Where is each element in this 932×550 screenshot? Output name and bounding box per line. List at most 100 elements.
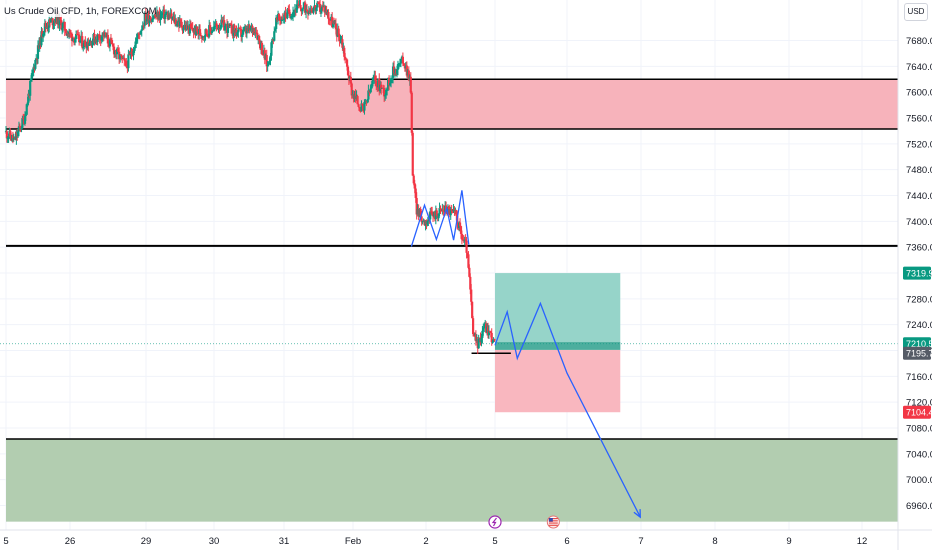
candle-body [61,23,65,29]
price-tick-label: 7680.0 [906,36,932,47]
symbol-title[interactable]: Us Crude Oil CFD, 1h, FOREXCOM [4,6,157,17]
candle-body [487,330,491,336]
time-tick-label: 2 [423,536,428,547]
candle-body [483,327,486,329]
candle-body [84,40,87,47]
candle-body [36,45,40,59]
zones-layer [6,79,898,522]
candle-body [151,18,154,22]
candle-body [148,18,151,23]
candle-body [274,28,277,32]
candle-body [175,19,178,26]
candle-body [420,216,423,223]
candle-body [161,14,164,16]
candle-body [356,96,359,105]
candle-body [398,63,402,65]
candle-body [111,44,115,47]
candle-body [59,17,62,21]
position-entry-band [495,342,621,350]
candle-body [164,14,167,19]
candle-body [299,4,302,9]
candle-body [7,137,10,139]
candle-body [471,301,474,319]
candle-body [369,88,372,93]
time-tick-label: 30 [209,536,220,547]
us-flag-event-icon[interactable] [546,515,560,529]
candle-body [159,14,162,21]
candle-body [130,52,133,54]
candle-body [389,78,393,84]
candle-body [134,41,137,48]
candle-body [334,23,337,30]
candle-body [224,25,227,31]
candle-body [409,76,412,93]
candle-body [415,197,418,215]
currency-button[interactable]: USD [904,3,928,21]
candle-body [318,3,322,12]
candle-body [260,42,264,55]
candle-body [93,33,96,43]
candle-body [170,13,173,19]
projection-path [494,301,641,518]
candle-body [253,28,256,34]
levels-layer [0,78,898,440]
candle-body [241,34,244,37]
price-tick-label: 6960.0 [906,501,932,512]
candle-body [480,337,483,343]
time-tick-label: Feb [345,536,361,547]
candle-body [233,25,236,33]
candle-body [328,18,331,20]
candle-body [435,210,438,216]
time-tick-label: 7 [638,536,643,547]
candle-body [302,7,305,9]
candle-body [359,110,362,112]
drawings-layer [410,190,641,519]
candle-body [112,46,116,55]
candle-body [383,88,386,97]
lightning-icon [491,517,497,527]
candle-body [248,25,251,30]
candle-body [349,76,352,84]
candle-body [320,6,324,11]
candle-body [70,33,74,41]
dividend-event-icon[interactable] [488,515,502,529]
candle-body [312,8,315,13]
candle-body [135,38,138,42]
candle-body [439,208,442,210]
candle-body [290,16,293,18]
candle-body [366,99,369,102]
candle-body [171,17,174,19]
candle-body [216,26,219,30]
events-layer[interactable] [488,515,560,529]
candle-body [412,175,415,184]
candle-body [110,40,114,45]
flag-canton [548,518,553,522]
candle-body [182,27,185,31]
candle-body [308,11,311,13]
candle-body [125,61,128,66]
candle-body [81,36,84,48]
candle-body [466,252,469,255]
price-tick-label: 7000.0 [906,475,932,486]
candle-body [270,42,273,56]
price-tick-label: 7480.0 [906,165,932,176]
candle-body [154,16,158,18]
candle-body [396,64,400,70]
candle-body [360,103,363,112]
candle-body [203,36,206,38]
price-tick-label: 7520.0 [906,139,932,150]
candle-body [144,13,147,22]
candle-body [343,47,346,57]
candle-body [367,90,370,100]
candle-body [230,24,233,34]
candle-body [339,39,342,41]
candle-body [265,55,268,67]
candle-body [67,33,70,35]
candle-body [493,339,496,341]
time-tick-label: 12 [857,536,868,547]
candle-body [488,330,491,332]
time-tick-label: 31 [279,536,290,547]
time-axis[interactable]: 5 26 29 30 31 Feb 2 5 6 7 8 9 12 [3,536,867,547]
candle-body [6,138,9,140]
